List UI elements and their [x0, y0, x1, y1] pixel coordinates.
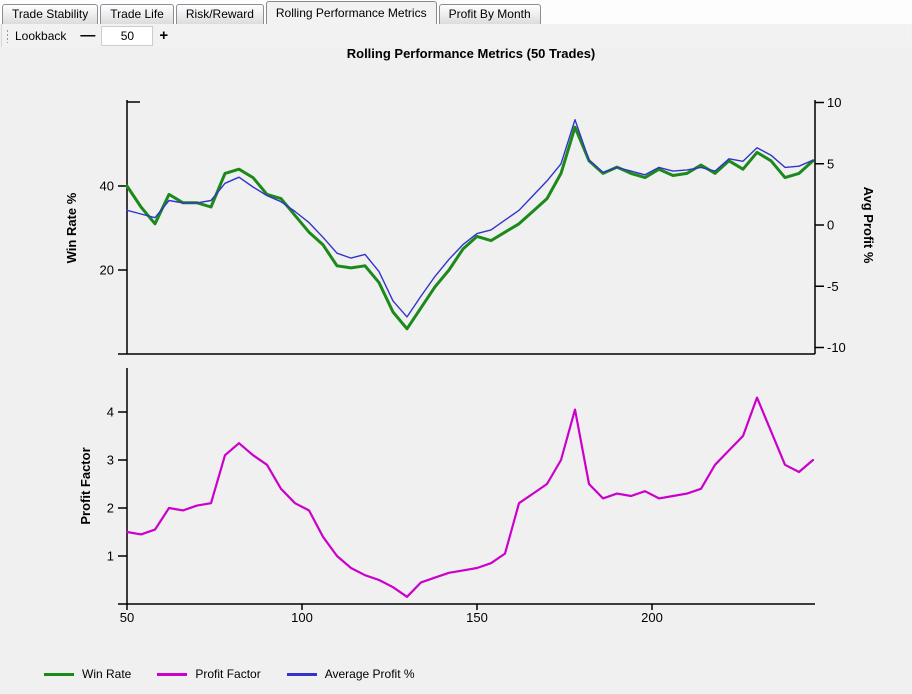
average-profit-line-swatch — [286, 672, 317, 676]
svg-text:-5: -5 — [827, 279, 839, 294]
legend-label: Profit Factor — [195, 667, 261, 681]
svg-text:5: 5 — [827, 156, 834, 171]
legend-item-profit-factor: Profit Factor — [157, 667, 261, 681]
svg-text:50: 50 — [120, 610, 134, 625]
svg-text:-10: -10 — [827, 340, 846, 355]
legend-label: Win Rate — [82, 667, 132, 681]
svg-text:200: 200 — [641, 610, 663, 625]
svg-text:3: 3 — [107, 453, 114, 468]
tab-rolling-performance-metrics[interactable]: Rolling Performance Metrics — [265, 1, 437, 25]
legend-item-win-rate: Win Rate — [44, 667, 131, 681]
chart-title: Rolling Performance Metrics (50 Trades) — [346, 46, 596, 61]
svg-text:Avg Profit %: Avg Profit % — [861, 187, 876, 264]
svg-text:40: 40 — [100, 179, 114, 194]
bottom-chart: 1 2 3 4 50 100 150 200 Profit Factor — [78, 368, 815, 625]
tab-trade-stability[interactable]: Trade Stability — [2, 4, 99, 24]
svg-text:10: 10 — [827, 95, 841, 110]
tab-profit-by-month[interactable]: Profit By Month — [438, 4, 541, 24]
svg-text:1: 1 — [107, 549, 114, 564]
legend-item-average-profit: Average Profit % — [286, 667, 415, 681]
chart-legend: Win Rate Profit Factor Average Profit % — [44, 667, 415, 681]
profit-factor-line-swatch — [157, 672, 188, 676]
tab-bar: Trade Stability Trade Life Risk/Reward R… — [0, 0, 912, 25]
svg-text:20: 20 — [100, 263, 114, 278]
lookback-toolbar: Lookback — + — [1, 24, 911, 47]
series-average-profit- — [126, 118, 814, 318]
lookback-value-input[interactable] — [101, 25, 154, 46]
lookback-label: Lookback — [15, 28, 67, 43]
svg-text:0: 0 — [827, 218, 834, 233]
series-profit-factor — [125, 396, 815, 598]
series-win-rate — [125, 125, 815, 331]
tab-risk-reward[interactable]: Risk/Reward — [175, 4, 264, 24]
svg-text:4: 4 — [107, 405, 114, 420]
lookback-decrease-button[interactable]: — — [74, 28, 101, 43]
svg-text:2: 2 — [107, 501, 114, 516]
svg-text:100: 100 — [291, 610, 313, 625]
legend-label: Average Profit % — [324, 667, 415, 681]
lookback-increase-button[interactable]: + — [153, 28, 174, 43]
win-rate-line-swatch — [44, 672, 74, 676]
svg-text:150: 150 — [466, 610, 488, 625]
svg-text:Profit Factor: Profit Factor — [78, 447, 93, 524]
top-chart: 20 40 -10 -5 0 5 10 Win Rate % Avg Profit % — [64, 95, 876, 355]
tab-trade-life[interactable]: Trade Life — [100, 4, 174, 24]
toolbar-grip-handle[interactable] — [6, 28, 9, 43]
svg-text:Win Rate %: Win Rate % — [64, 192, 79, 263]
